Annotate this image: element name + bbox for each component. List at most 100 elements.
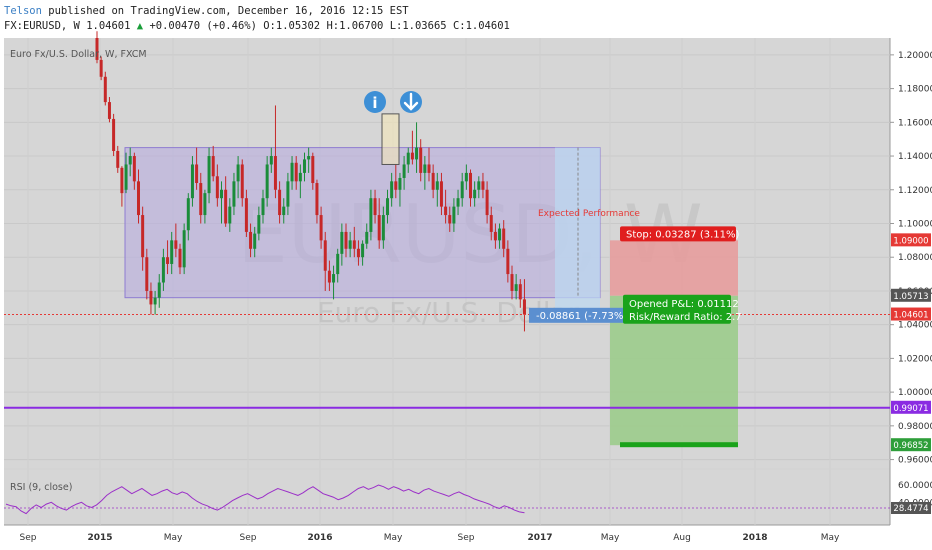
author-link[interactable]: Telson <box>4 5 42 17</box>
candle <box>157 274 161 308</box>
candle <box>170 231 174 275</box>
x-tick-label: May <box>164 533 183 543</box>
candle-body <box>199 183 203 216</box>
candle <box>257 206 261 241</box>
x-tick-label: May <box>384 533 403 543</box>
candle-body <box>124 164 128 190</box>
opened-pl-label: Opened P&L: 0.01112 <box>629 299 739 310</box>
candle-body <box>157 282 161 298</box>
event-highlight-box <box>381 113 400 165</box>
candle <box>498 223 502 249</box>
candle <box>303 152 306 182</box>
candle-body <box>485 189 489 216</box>
open-value: O:1.05302 <box>263 20 321 32</box>
candle-body <box>137 181 140 216</box>
candle <box>174 223 178 258</box>
x-tick-label: Sep <box>458 533 475 543</box>
candle <box>112 113 116 157</box>
candle-body <box>336 253 340 275</box>
candle <box>190 156 194 207</box>
candle-body <box>493 231 497 241</box>
candle <box>489 206 493 241</box>
candle-body <box>402 164 406 178</box>
candle-body <box>473 189 477 199</box>
candle <box>228 198 232 232</box>
candle <box>236 156 240 199</box>
last-price: 1.04601 <box>86 20 131 32</box>
candle-body <box>452 206 456 224</box>
rsi-current-text: 28.4774 <box>893 504 928 514</box>
range-box[interactable] <box>124 147 601 299</box>
candle-body <box>510 274 514 291</box>
candle <box>273 105 277 199</box>
candle <box>232 172 236 216</box>
candle-body <box>415 147 419 160</box>
candle-body <box>207 156 211 194</box>
candle <box>415 122 419 173</box>
candle <box>398 172 402 207</box>
candle-body <box>103 76 107 103</box>
candle-body <box>348 240 352 249</box>
candle-body <box>352 240 356 249</box>
candle <box>431 164 435 199</box>
up-triangle-icon: ▲ <box>136 20 144 32</box>
candle <box>116 145 120 173</box>
info-icon[interactable]: i <box>364 91 386 113</box>
stop-zone[interactable] <box>610 240 738 296</box>
candle <box>95 31 99 64</box>
candle-body <box>261 198 265 216</box>
pl-badge: Opened P&L: 0.01112 Risk/Reward Ratio: 2… <box>623 294 742 324</box>
candle <box>265 156 269 207</box>
svg-text:i: i <box>372 94 377 112</box>
candle-body <box>273 156 277 190</box>
candle-body <box>361 243 365 258</box>
candle <box>493 223 497 249</box>
candle <box>352 226 356 258</box>
candle-body <box>319 215 323 241</box>
candle-body <box>249 231 253 249</box>
x-tick-label: 2018 <box>742 533 767 543</box>
x-tick-label: May <box>601 533 620 543</box>
candle <box>240 159 244 207</box>
candle-body <box>244 198 248 232</box>
candle <box>315 179 319 224</box>
candle <box>203 189 207 224</box>
x-tick-label: 2015 <box>87 533 112 543</box>
candle-body <box>386 198 389 216</box>
high-value: H:1.06700 <box>326 20 384 32</box>
close-value: C:1.04601 <box>452 20 510 32</box>
y-tick-label: 1.20000 <box>898 51 932 61</box>
candle-body <box>232 181 236 207</box>
candle <box>410 130 414 165</box>
candle <box>356 240 360 266</box>
candle-body <box>107 102 111 119</box>
candle-body <box>311 156 315 184</box>
arrow-down-icon[interactable] <box>400 91 422 113</box>
candle-body <box>265 164 269 199</box>
candle <box>141 206 145 271</box>
candle <box>278 181 282 224</box>
candle-body <box>282 206 286 216</box>
candle-body <box>149 290 153 305</box>
candle-body <box>236 164 240 182</box>
price-tag: 0.96852 <box>891 438 931 452</box>
price-tag-bg <box>891 233 931 247</box>
candle-body <box>178 248 182 268</box>
candle <box>286 172 290 216</box>
candle-body <box>195 164 199 184</box>
candle-body <box>369 198 373 232</box>
rsi-line <box>5 484 525 515</box>
candle <box>269 147 273 173</box>
candle <box>215 164 219 207</box>
candle <box>319 206 323 249</box>
time-axis[interactable]: Sep 2015 May Sep 2016 May Sep 2017 May Aug 2018 May <box>20 533 840 543</box>
candle-body <box>431 172 435 190</box>
candle-body <box>290 162 294 182</box>
candle-body <box>170 240 174 264</box>
price-tags: 1.09000 1.05713 1.04601 0.99071 0.96852 <box>891 233 931 452</box>
candle-body <box>464 172 468 182</box>
risk-reward-label: Risk/Reward Ratio: 2.7 <box>629 312 742 323</box>
candle <box>186 193 190 241</box>
y-tick-label: 1.18000 <box>898 85 932 95</box>
